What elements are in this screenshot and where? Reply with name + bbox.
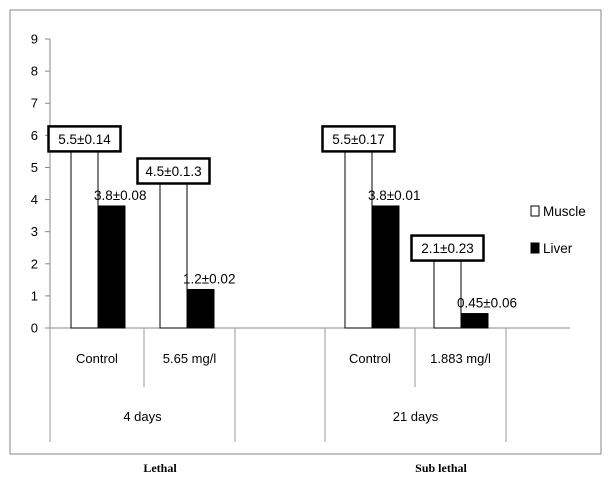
- data-label-muscle-0: 5.5±0.14: [58, 132, 111, 147]
- y-tick-label: 9: [31, 32, 38, 47]
- data-label-box-muscle-1: [136, 157, 211, 185]
- y-tick-label: 4: [31, 192, 38, 207]
- category-label-5-65-mg-l: 5.65 mg/l: [163, 351, 217, 366]
- bar-liver-3: [460, 313, 489, 329]
- data-label-liver-3: 0.45±0.06: [457, 296, 517, 311]
- category-label-control: Control: [349, 351, 391, 366]
- data-label-liver-1: 1.2±0.02: [183, 271, 235, 286]
- y-tick-label: 2: [31, 256, 38, 271]
- y-tick-label: 8: [31, 64, 38, 79]
- data-label-box-muscle-0: [47, 125, 122, 153]
- y-tick-label: 7: [31, 96, 38, 111]
- data-label-muscle-3: 2.1±0.23: [421, 241, 473, 256]
- legend-swatch-muscle: [530, 205, 540, 217]
- y-tick-label: 6: [31, 128, 38, 143]
- y-tick-label: 0: [31, 321, 38, 336]
- bar-liver-0: [97, 205, 126, 329]
- data-label-liver-2: 3.8±0.01: [368, 188, 420, 203]
- y-tick-label: 5: [31, 160, 38, 175]
- legend-swatch-liver: [530, 242, 540, 254]
- y-tick-label: 3: [31, 224, 38, 239]
- group-label-21-days: 21 days: [393, 409, 439, 424]
- outer-label-sub-lethal: Sub lethal: [415, 461, 467, 475]
- legend-label-muscle: Muscle: [543, 204, 586, 219]
- data-label-muscle-1: 4.5±0.1.3: [145, 164, 201, 179]
- bar-muscle-2: [344, 150, 373, 329]
- group-label-4-days: 4 days: [123, 409, 162, 424]
- data-label-box-muscle-3: [410, 234, 485, 262]
- bar-liver-2: [371, 205, 400, 329]
- data-label-liver-0: 3.8±0.08: [94, 188, 146, 203]
- outer-label-lethal: Lethal: [143, 461, 177, 475]
- category-label-control: Control: [76, 351, 118, 366]
- legend-label-liver: Liver: [543, 241, 573, 256]
- data-label-box-muscle-2: [321, 125, 396, 153]
- bar-liver-1: [186, 288, 215, 329]
- data-label-muscle-2: 5.5±0.17: [332, 132, 384, 147]
- bar-muscle-3: [433, 260, 462, 329]
- y-tick-label: 1: [31, 288, 38, 303]
- category-label-1-883-mg-l: 1.883 mg/l: [430, 351, 491, 366]
- bar-muscle-1: [159, 183, 188, 329]
- bar-muscle-0: [70, 150, 99, 329]
